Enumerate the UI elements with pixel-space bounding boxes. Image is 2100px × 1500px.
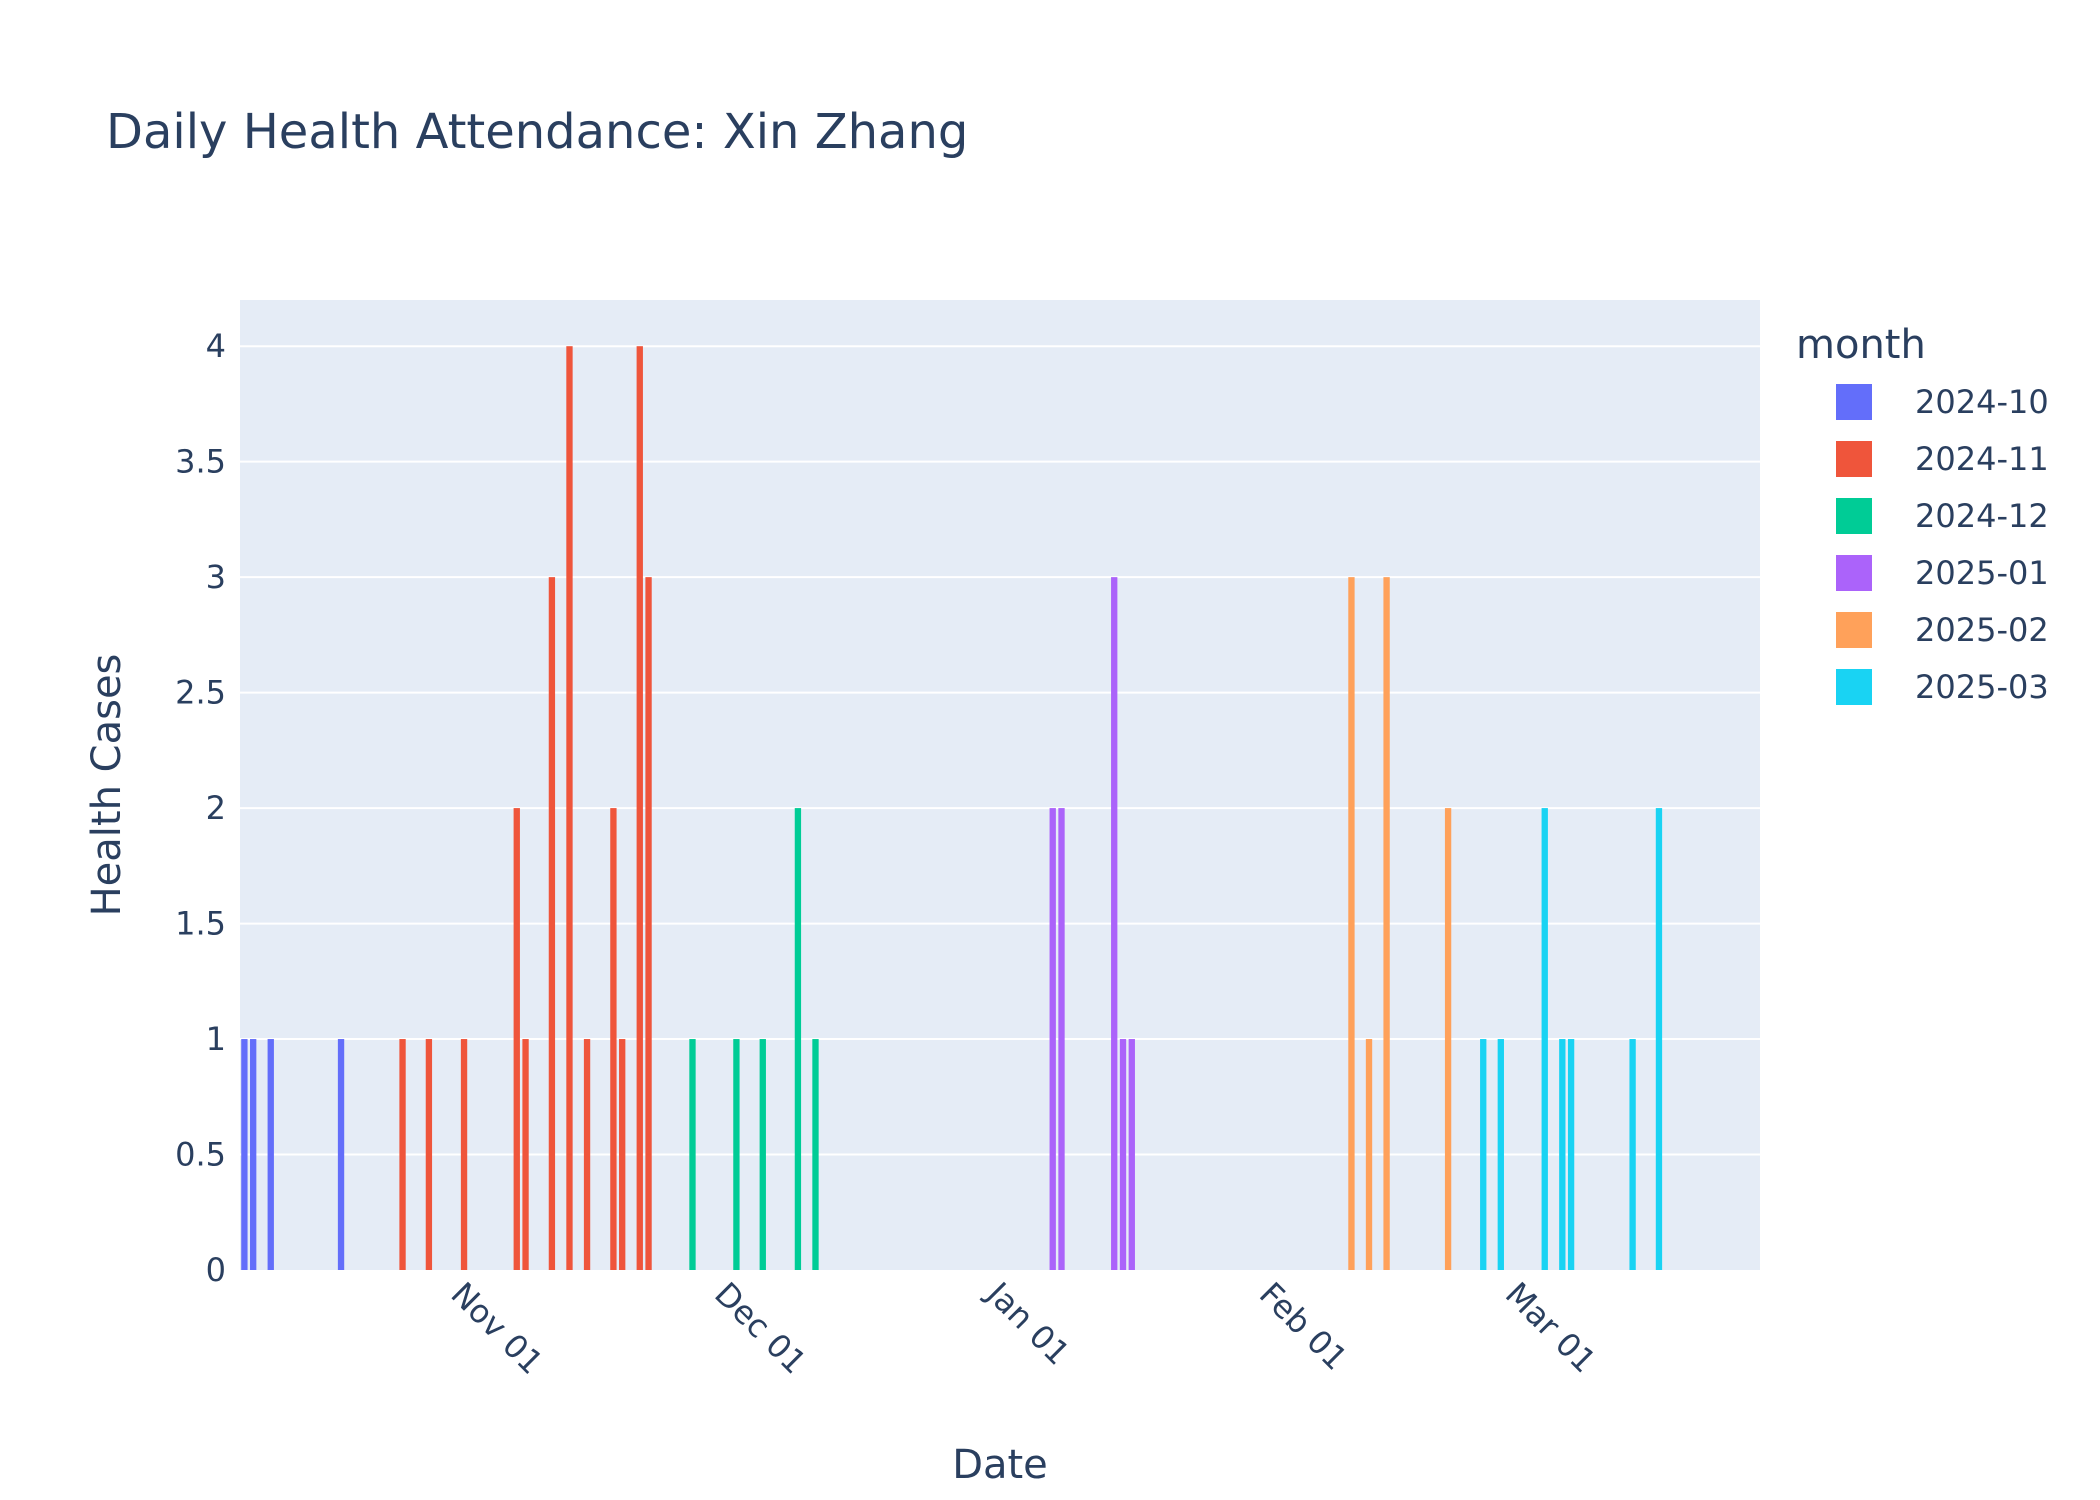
y-tick-label: 1	[206, 1020, 226, 1058]
bar	[1128, 1039, 1135, 1270]
bar	[250, 1039, 257, 1270]
bar	[619, 1039, 626, 1270]
y-tick-labels: 0 0.5 1 1.5 2 2.5 3 3.5 4	[175, 327, 226, 1289]
y-axis-title: Health Cases	[84, 654, 130, 917]
bar	[399, 1039, 406, 1270]
bar	[460, 1039, 468, 1270]
plot-area	[240, 300, 1760, 1270]
bar	[548, 577, 556, 1270]
bar	[583, 1039, 591, 1270]
x-axis-title: Date	[952, 1442, 1048, 1488]
legend-title: month	[1796, 322, 1926, 368]
legend: month 2024-10 2024-11 2024-12 2025-01 2025-0…	[1796, 322, 2049, 706]
bar	[1497, 1039, 1504, 1270]
legend-swatch[interactable]	[1836, 498, 1872, 534]
bar	[1383, 577, 1390, 1270]
bar	[1049, 808, 1056, 1270]
bar	[645, 577, 652, 1270]
bar	[1655, 808, 1663, 1270]
bar	[689, 1039, 696, 1270]
y-tick-label: 4	[206, 327, 226, 365]
bar	[522, 1039, 529, 1270]
y-tick-label: 1.5	[175, 905, 226, 943]
y-tick-label: 3	[206, 558, 226, 596]
bar	[1541, 808, 1548, 1270]
legend-label[interactable]: 2025-01	[1915, 554, 2049, 592]
legend-swatch[interactable]	[1836, 441, 1872, 477]
bar	[1567, 1039, 1575, 1270]
y-tick-label: 0.5	[175, 1136, 226, 1174]
bar	[1111, 577, 1118, 1270]
bar	[636, 346, 643, 1270]
bar	[794, 808, 802, 1270]
bar	[241, 1039, 248, 1270]
legend-swatch[interactable]	[1836, 384, 1872, 420]
bar	[610, 808, 617, 1270]
chart-title: Daily Health Attendance: Xin Zhang	[106, 104, 968, 160]
legend-label[interactable]: 2024-11	[1915, 440, 2049, 478]
bar	[267, 1039, 274, 1270]
legend-label[interactable]: 2024-10	[1915, 383, 2049, 421]
bar	[1629, 1039, 1636, 1270]
y-gridlines	[240, 345, 1760, 1156]
legend-label[interactable]: 2024-12	[1915, 497, 2049, 535]
bar	[1119, 1039, 1127, 1270]
y-tick-label: 3.5	[175, 443, 226, 481]
bar	[733, 1039, 740, 1270]
y-tick-label: 0	[206, 1251, 226, 1289]
bar	[1058, 808, 1065, 1270]
bar	[513, 808, 520, 1270]
legend-label[interactable]: 2025-03	[1915, 668, 2049, 706]
bars-layer	[241, 346, 1663, 1270]
bar	[566, 346, 573, 1270]
legend-swatch[interactable]	[1836, 669, 1872, 705]
bar	[337, 1039, 345, 1270]
legend-label[interactable]: 2025-02	[1915, 611, 2049, 649]
y-tick-label: 2.5	[175, 674, 226, 712]
bar	[812, 1039, 819, 1270]
bar	[1559, 1039, 1566, 1270]
y-tick-label: 2	[206, 789, 226, 827]
legend-swatch[interactable]	[1836, 555, 1872, 591]
bar	[759, 1039, 766, 1270]
legend-swatch[interactable]	[1836, 612, 1872, 648]
bar	[1365, 1039, 1373, 1270]
bar	[1348, 577, 1355, 1270]
bar	[1480, 1039, 1487, 1270]
bar	[1444, 808, 1452, 1270]
bar	[425, 1039, 433, 1270]
